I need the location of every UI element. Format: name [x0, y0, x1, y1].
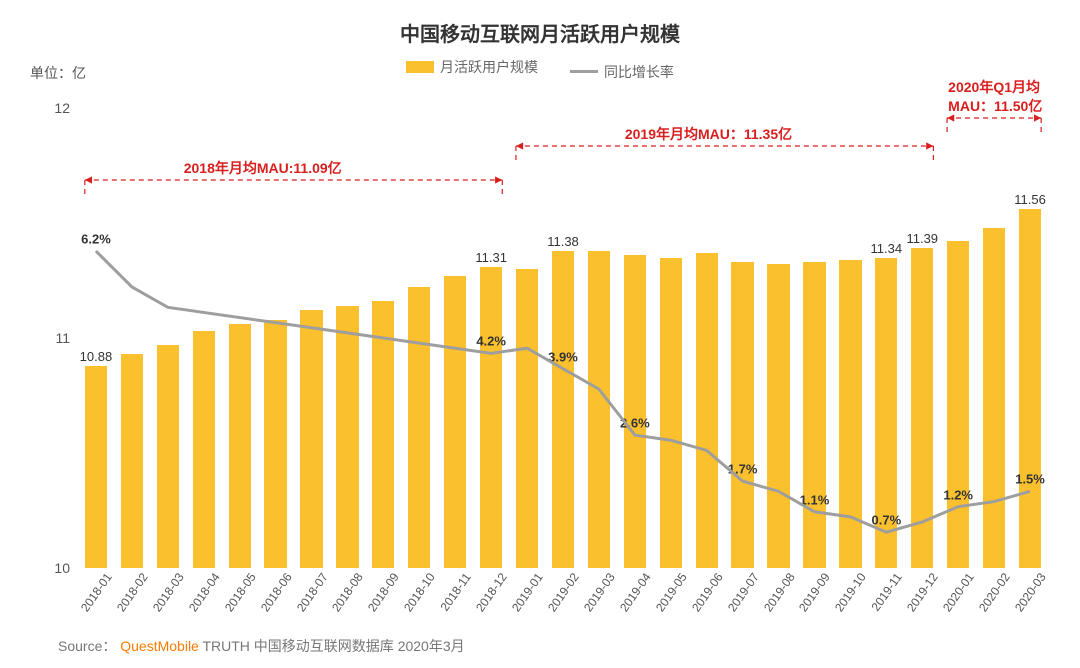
x-tick-label: 2019-07: [721, 568, 761, 614]
x-tick-label: 2018-11: [434, 568, 473, 614]
x-tick-label: 2020-01: [937, 568, 977, 614]
x-tick-label: 2018-04: [182, 568, 222, 614]
legend-bar-swatch: [406, 61, 434, 73]
x-tick-label: 2018-01: [75, 568, 115, 614]
y-tick: 12: [54, 100, 70, 116]
growth-line: [96, 251, 1030, 532]
y-tick: 10: [54, 560, 70, 576]
legend-line: 同比增长率: [570, 62, 674, 82]
x-tick-label: 2019-03: [578, 568, 618, 614]
y-axis-unit: 单位：亿: [30, 63, 86, 83]
chart-area: 1011122018-0110.882018-022018-032018-042…: [78, 108, 1048, 568]
x-tick-label: 2019-08: [757, 568, 797, 614]
x-tick-label: 2019-10: [829, 568, 869, 614]
x-tick-label: 2019-12: [901, 568, 941, 614]
y-tick: 11: [55, 330, 70, 346]
x-tick-label: 2018-06: [254, 568, 294, 614]
x-tick-label: 2018-09: [362, 568, 402, 614]
x-tick-label: 2019-04: [614, 568, 654, 614]
legend-line-swatch: [570, 70, 598, 73]
legend-bar-label: 月活跃用户规模: [440, 57, 538, 77]
legend: 月活跃用户规模 同比增长率: [0, 57, 1080, 82]
x-tick-label: 2018-07: [290, 568, 330, 614]
source-prefix: Source：: [58, 638, 116, 654]
x-tick-label: 2019-05: [650, 568, 690, 614]
x-tick-label: 2019-02: [542, 568, 582, 614]
source-line: Source： QuestMobile TRUTH 中国移动互联网数据库 202…: [58, 636, 465, 656]
x-tick-label: 2020-03: [1009, 568, 1049, 614]
x-tick-label: 2019-09: [793, 568, 833, 614]
x-tick-label: 2018-05: [218, 568, 258, 614]
source-suffix: TRUTH 中国移动互联网数据库 2020年3月: [202, 638, 464, 654]
x-tick-label: 2018-12: [470, 568, 510, 614]
chart-overlay: [78, 108, 1048, 568]
x-tick-label: 2020-02: [973, 568, 1013, 614]
x-tick-label: 2018-02: [111, 568, 151, 614]
x-tick-label: 2019-11: [866, 568, 905, 614]
x-tick-label: 2018-10: [398, 568, 438, 614]
x-tick-label: 2019-01: [506, 568, 546, 614]
x-tick-label: 2018-08: [326, 568, 366, 614]
source-brand: QuestMobile: [120, 638, 199, 654]
legend-bar: 月活跃用户规模: [406, 57, 538, 77]
chart-title: 中国移动互联网月活跃用户规模: [0, 0, 1080, 47]
x-tick-label: 2019-06: [685, 568, 725, 614]
x-tick-label: 2018-03: [147, 568, 187, 614]
legend-line-label: 同比增长率: [604, 62, 674, 82]
